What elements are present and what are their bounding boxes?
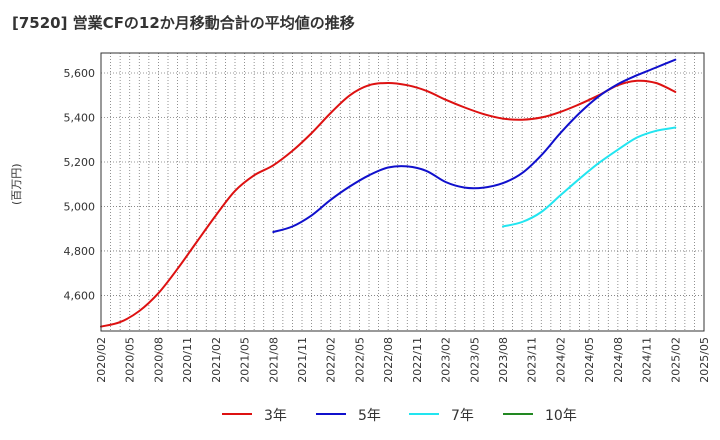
- x-tick-label: 2021/05: [239, 337, 252, 383]
- x-tick-label: 2022/02: [325, 337, 338, 383]
- series-line-5年: [272, 58, 677, 233]
- x-tick-label: 2021/11: [296, 337, 309, 383]
- legend-label: 10年: [545, 408, 577, 424]
- legend: 3年 5年 7年 10年: [222, 408, 577, 424]
- legend-label: 5年: [358, 408, 381, 424]
- x-tick-label: 2021/08: [267, 337, 280, 383]
- x-tick-label: 2025/02: [669, 337, 682, 383]
- y-tick-label: 5,000: [64, 200, 96, 213]
- x-tick-label: 2022/11: [411, 337, 424, 383]
- y-tick-label: 5,400: [64, 111, 96, 124]
- x-axis: 2020/02 2020/05 2020/08 2020/11 2021/02 2021/…: [95, 337, 711, 383]
- x-tick-label: 2023/08: [497, 337, 510, 383]
- x-tick-label: 2020/02: [95, 337, 108, 383]
- series-lines: [100, 58, 677, 328]
- x-tick-label: 2021/02: [210, 337, 223, 383]
- series-line-3年: [100, 79, 677, 328]
- y-tick-label: 5,600: [64, 67, 96, 80]
- series-line-7年: [502, 126, 677, 228]
- chart-title: [7520] 営業CFの12か月移動合計の平均値の推移: [12, 14, 355, 32]
- legend-label: 7年: [451, 408, 474, 424]
- x-tick-label: 2020/08: [152, 337, 165, 383]
- legend-label: 3年: [264, 408, 287, 424]
- x-tick-label: 2024/02: [554, 337, 567, 383]
- y-tick-label: 5,200: [64, 156, 96, 169]
- y-tick-label: 4,600: [64, 289, 96, 302]
- y-tick-label: 4,800: [64, 245, 96, 258]
- x-tick-label: 2023/02: [440, 337, 453, 383]
- y-axis: 4,600 4,800 5,000 5,200 5,400 5,600: [64, 67, 96, 302]
- x-tick-label: 2022/08: [382, 337, 395, 383]
- x-tick-label: 2023/11: [526, 337, 539, 383]
- x-tick-label: 2020/05: [124, 337, 137, 383]
- x-tick-label: 2022/05: [353, 337, 366, 383]
- x-tick-label: 2023/05: [468, 337, 481, 383]
- plot-frame: [100, 52, 705, 332]
- x-tick-label: 2024/08: [612, 337, 625, 383]
- x-tick-label: 2024/11: [641, 337, 654, 383]
- x-tick-label: 2025/05: [698, 337, 711, 383]
- x-tick-label: 2024/05: [583, 337, 596, 383]
- grid-lines: [100, 53, 705, 331]
- x-tick-label: 2020/11: [181, 337, 194, 383]
